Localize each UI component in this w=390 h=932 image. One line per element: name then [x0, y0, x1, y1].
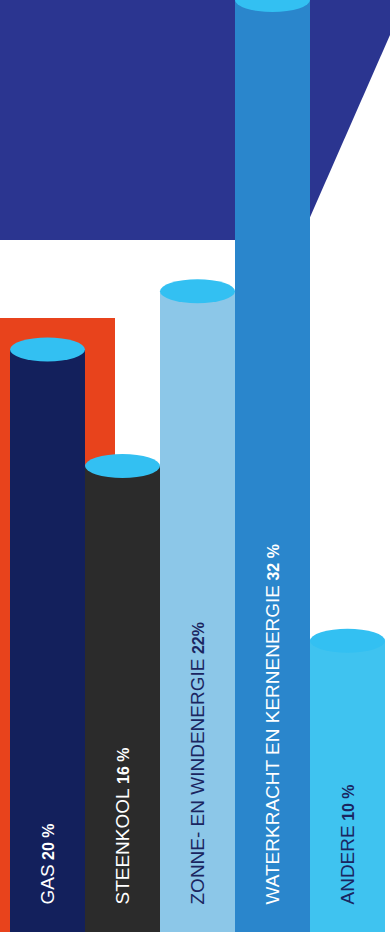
svg-text:WATERKRACHT EN KERNENERGIE 32: WATERKRACHT EN KERNENERGIE 32 %	[262, 544, 283, 904]
svg-text:STEENKOOL 16 %: STEENKOOL 16 %	[112, 747, 133, 904]
svg-text:ZONNE- EN WINDENERGIE 22%: ZONNE- EN WINDENERGIE 22%	[187, 622, 208, 904]
svg-text:GAS 20 %: GAS 20 %	[37, 823, 58, 904]
svg-text:ANDERE 10 %: ANDERE 10 %	[337, 784, 358, 904]
